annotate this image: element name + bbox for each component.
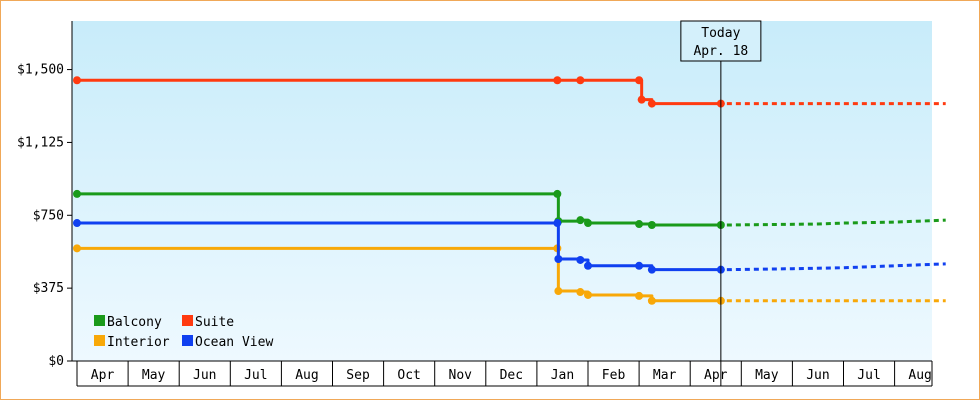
legend: Balcony Suite Interior Ocean View — [94, 315, 273, 350]
x-tick-label: Dec — [500, 368, 523, 383]
today-date: Apr. 18 — [693, 44, 748, 59]
legend-label: Suite — [195, 315, 234, 330]
legend-swatch — [182, 335, 193, 346]
x-tick-label: Jan — [551, 368, 574, 383]
data-point — [635, 76, 644, 85]
legend-swatch — [94, 315, 105, 326]
data-point — [635, 291, 644, 300]
data-point — [576, 76, 585, 85]
y-tick-label: $1,500 — [17, 63, 64, 78]
data-point — [576, 216, 585, 225]
legend-swatch — [182, 315, 193, 326]
y-tick-label: $375 — [33, 281, 64, 296]
y-tick-label: $0 — [48, 354, 64, 369]
today-label: Today — [701, 26, 740, 41]
x-tick-label: Aug — [908, 368, 931, 383]
data-point — [584, 219, 592, 228]
x-tick-label: Nov — [449, 368, 473, 383]
today-marker: Today Apr. 18 — [680, 20, 762, 386]
x-tick-label: Jun — [193, 368, 216, 383]
x-tick-label: Jul — [857, 368, 880, 383]
x-axis: Apr May Jun Jul Aug Sep Oct Nov Dec Jan Feb Mar Apr M… — [72, 360, 933, 387]
legend-item-interior: Interior — [94, 335, 170, 350]
data-point — [584, 290, 592, 299]
data-point — [635, 261, 644, 270]
data-point — [647, 265, 656, 274]
series-projection-ocean-view — [726, 262, 946, 272]
series-ocean-view — [73, 219, 946, 274]
data-point — [635, 220, 644, 229]
data-point — [576, 255, 585, 264]
data-point — [584, 261, 592, 270]
data-point — [637, 95, 646, 104]
legend-label: Ocean View — [195, 335, 273, 350]
today-box — [680, 20, 762, 62]
data-point — [576, 288, 585, 297]
data-point — [553, 219, 562, 228]
series-projection-balcony — [726, 218, 946, 227]
x-tick-label: Mar — [653, 368, 677, 383]
x-tick-label: Apr — [91, 368, 115, 383]
data-point — [647, 99, 656, 108]
series-layer — [73, 76, 946, 305]
data-point — [554, 287, 563, 296]
legend-item-ocean-view: Ocean View — [182, 335, 273, 350]
x-tick-label: Jun — [806, 368, 829, 383]
data-point — [73, 244, 81, 253]
x-tick-label: Sep — [346, 368, 370, 383]
x-tick-label: Oct — [397, 368, 420, 383]
x-tick-label: Aug — [295, 368, 318, 383]
series-balcony — [73, 189, 946, 229]
data-point — [73, 76, 81, 85]
y-tick-label: $1,125 — [17, 135, 64, 150]
x-tick-label: May — [142, 368, 166, 383]
x-tick-label: May — [755, 368, 779, 383]
x-tick-label: Jul — [244, 368, 267, 383]
data-point — [554, 255, 563, 263]
data-point — [647, 296, 656, 305]
legend-swatch — [94, 335, 105, 346]
y-axis: $0 $375 $750 $1,125 $1,500 — [17, 21, 73, 369]
data-point — [553, 76, 562, 85]
data-point — [73, 189, 81, 198]
legend-item-balcony: Balcony — [94, 315, 162, 330]
data-point — [73, 219, 81, 228]
series-suite — [73, 76, 946, 108]
data-point — [647, 221, 656, 229]
data-point — [553, 189, 562, 198]
legend-item-suite: Suite — [182, 315, 234, 330]
plot-area — [72, 21, 932, 361]
y-tick-label: $750 — [33, 208, 64, 223]
x-tick-label: Apr — [704, 368, 728, 383]
legend-label: Balcony — [107, 315, 162, 330]
legend-label: Interior — [107, 335, 170, 350]
x-tick-label: Feb — [602, 368, 626, 383]
